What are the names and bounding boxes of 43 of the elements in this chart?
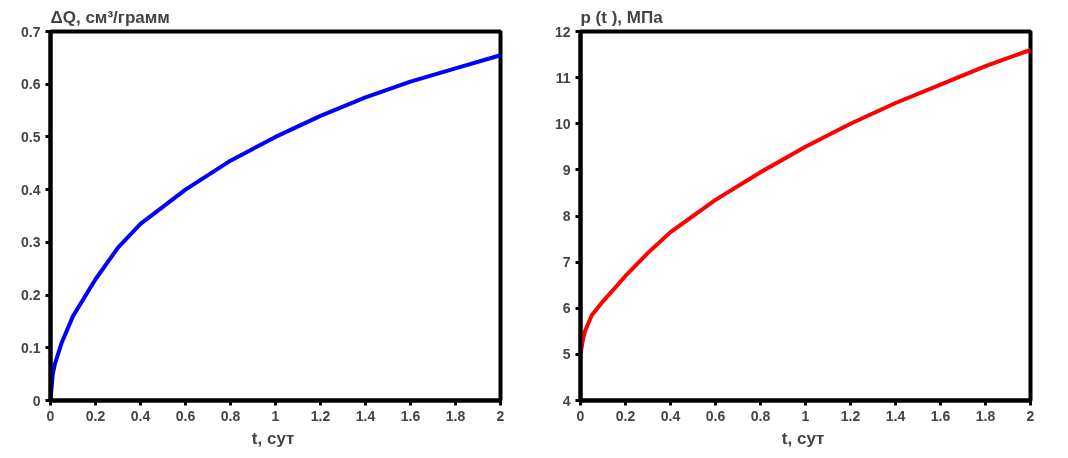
x-tick-label: 0.6 [175,407,196,424]
y-tick-label: 0.5 [21,128,41,145]
y-axis-title: p (t ), МПа [580,7,664,27]
x-tick-label: 2 [1026,407,1035,424]
x-tick-label: 0.4 [130,407,151,424]
x-tick-label: 0.2 [615,407,636,424]
y-tick-label: 4 [562,392,571,409]
x-tick-label: 1.8 [975,407,996,424]
x-tick-label: 0.8 [220,407,241,424]
x-tick-label: 0.8 [750,407,771,424]
x-tick-label: 1 [271,407,280,424]
x-tick-label: 1.6 [930,407,951,424]
x-tick-label: 1.4 [885,407,906,424]
y-tick-label: 5 [562,346,571,363]
x-tick-label: 2 [496,407,505,424]
y-tick-label: 10 [554,115,571,132]
y-tick-label: 11 [555,69,571,86]
x-tick-label: 1.6 [400,407,421,424]
x-tick-label: 1.2 [840,407,861,424]
y-tick-label: 12 [554,23,571,40]
y-tick-label: 0.6 [21,76,41,93]
y-axis-title: ΔQ, см³/грамм [50,7,170,27]
x-tick-label: 1.8 [445,407,466,424]
x-tick-label: 0 [576,407,585,424]
x-tick-label: 0 [46,407,55,424]
y-tick-label: 7 [562,254,571,271]
x-tick-label: 0.2 [85,407,106,424]
y-tick-label: 0.4 [21,181,41,198]
x-axis-title: t, сут [251,428,295,448]
y-tick-label: 6 [562,300,571,317]
x-tick-label: 1 [801,407,810,424]
x-tick-label: 0.6 [705,407,726,424]
x-tick-label: 1.4 [355,407,376,424]
y-tick-label: 0.3 [21,234,41,251]
y-tick-label: 0.1 [21,339,41,356]
y-tick-label: 9 [562,161,571,178]
y-tick-label: 0.7 [21,23,41,40]
x-tick-label: 0.4 [660,407,681,424]
y-tick-label: 8 [562,208,571,224]
y-tick-label: 0.2 [21,287,41,304]
x-axis-title: t, сут [781,428,825,448]
x-tick-label: 1.2 [310,407,331,424]
y-tick-label: 0 [32,392,41,409]
